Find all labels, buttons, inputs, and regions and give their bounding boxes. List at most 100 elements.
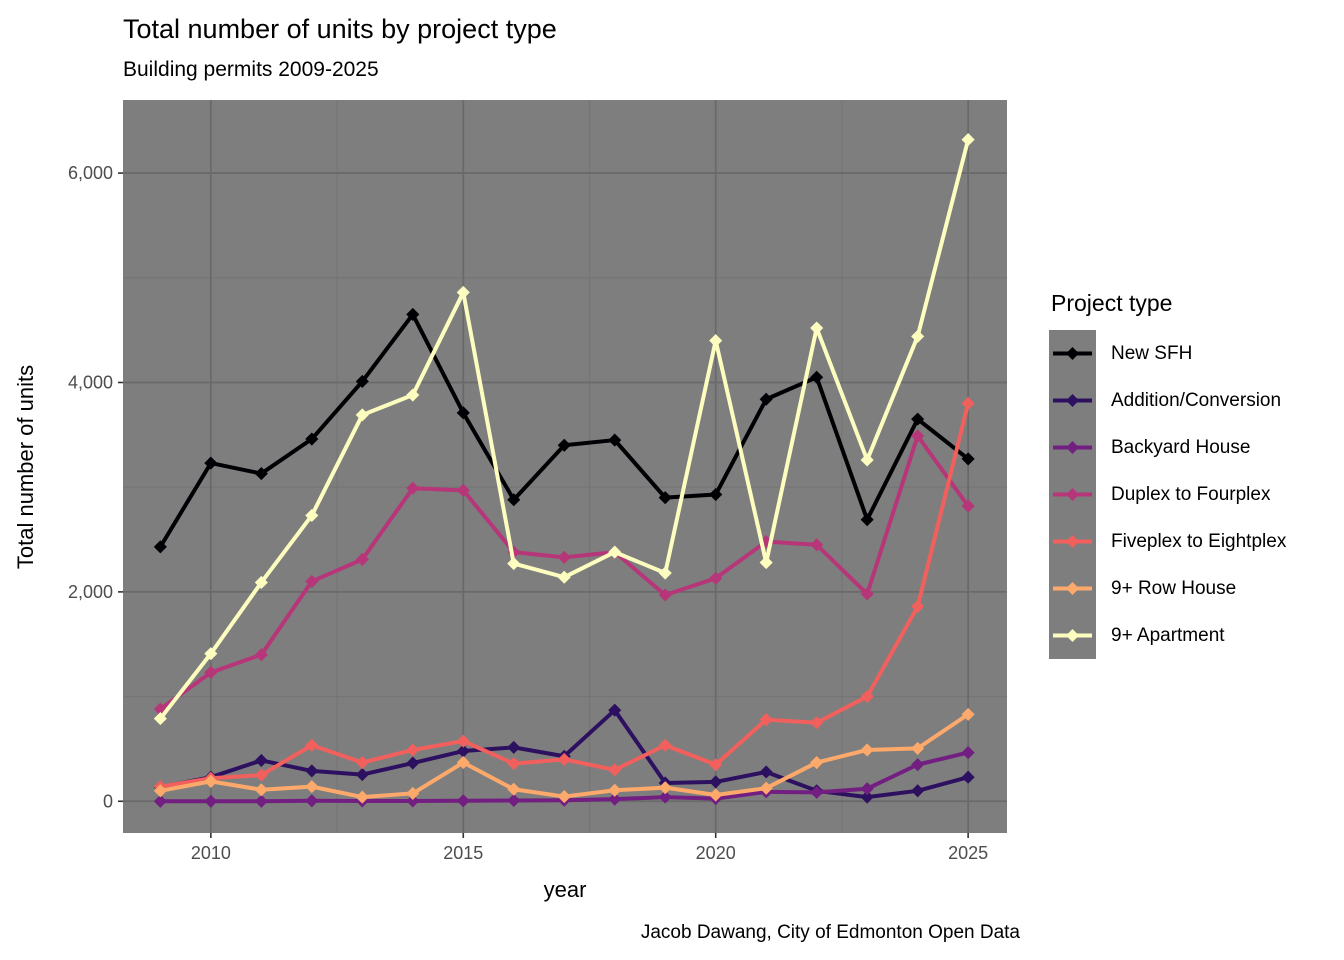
data-point	[709, 758, 723, 772]
data-point	[153, 784, 167, 798]
data-point	[961, 133, 975, 147]
data-point	[153, 794, 167, 808]
data-point	[911, 412, 925, 426]
data-point	[254, 753, 268, 768]
data-point	[254, 467, 268, 481]
data-point	[406, 481, 420, 495]
data-point	[254, 794, 268, 808]
legend-key-glyph-9-apartment	[1049, 612, 1096, 659]
data-point	[507, 782, 521, 796]
y-axis-title: Total number of units	[13, 364, 38, 570]
data-point	[355, 374, 369, 388]
data-point	[254, 783, 268, 797]
data-point	[860, 587, 874, 601]
x-tick-label: 2010	[191, 843, 231, 863]
data-point	[406, 388, 420, 402]
data-point	[759, 556, 773, 570]
data-point	[204, 665, 218, 680]
data-point	[456, 285, 470, 299]
data-point	[810, 370, 824, 384]
data-point	[608, 763, 622, 777]
data-point	[658, 790, 672, 804]
legend-item-duplex-to-fourplex: Duplex to Fourplex	[1049, 471, 1286, 518]
data-point	[456, 794, 470, 808]
data-point	[254, 648, 268, 662]
data-point	[355, 552, 369, 566]
y-tick-label: 4,000	[68, 372, 113, 392]
data-point	[961, 452, 975, 466]
data-point	[911, 784, 925, 798]
legend-swatch-duplex-to-fourplex	[1053, 488, 1092, 501]
series-9-row-house	[153, 707, 975, 804]
data-point	[204, 774, 218, 788]
data-point	[608, 545, 622, 559]
legend-key-glyph-duplex-to-fourplex	[1049, 471, 1096, 518]
chart-subtitle: Building permits 2009-2025	[123, 58, 379, 81]
data-point	[406, 786, 420, 800]
data-point	[355, 768, 369, 782]
data-point	[355, 408, 369, 422]
legend-item-backyard-house: Backyard House	[1049, 424, 1286, 471]
legend-item-new-sfh: New SFH	[1049, 330, 1286, 377]
data-point	[507, 740, 521, 754]
data-point	[153, 540, 167, 554]
series-9-apartment	[153, 133, 975, 726]
legend-keys: New SFH Addition/Conversion Backyard House…	[1049, 330, 1286, 659]
data-point	[860, 690, 874, 704]
data-point	[153, 712, 167, 726]
data-point	[557, 790, 571, 804]
legend-item-9-row-house: 9+ Row House	[1049, 565, 1286, 612]
data-point	[860, 453, 874, 467]
legend-key-glyph-backyard-house	[1049, 424, 1096, 471]
legend-label-9-apartment: 9+ Apartment	[1111, 624, 1225, 646]
legend-point	[1066, 394, 1079, 407]
data-point	[759, 781, 773, 795]
x-tick-label: 2015	[443, 843, 483, 863]
data-point	[810, 538, 824, 552]
data-point	[810, 716, 824, 730]
data-point	[810, 755, 824, 770]
legend-swatch-fiveplex-to-eightplex	[1053, 535, 1092, 548]
axis-ticks	[118, 172, 969, 838]
legend-point	[1066, 535, 1079, 548]
legend-point	[1066, 488, 1079, 501]
data-point	[254, 575, 268, 590]
data-point	[406, 756, 420, 770]
data-point	[305, 780, 319, 794]
data-point	[911, 429, 925, 443]
data-point	[557, 550, 571, 564]
data-point	[557, 570, 571, 584]
data-point	[406, 794, 420, 808]
legend-point	[1066, 347, 1079, 360]
data-point	[860, 790, 874, 804]
data-point	[608, 433, 622, 447]
data-point	[658, 588, 672, 602]
data-point	[911, 741, 925, 755]
chart-caption: Jacob Dawang, City of Edmonton Open Data	[640, 922, 1020, 943]
data-point	[557, 438, 571, 452]
data-point	[507, 793, 521, 807]
legend-key-glyph-9-row-house	[1049, 565, 1096, 612]
data-point	[406, 307, 420, 321]
legend-label-backyard-house: Backyard House	[1111, 436, 1251, 458]
legend-key-glyph-addition-conversion	[1049, 377, 1096, 424]
legend-point	[1066, 441, 1079, 454]
x-axis-title: year	[543, 877, 587, 902]
legend-swatch-9-row-house	[1053, 582, 1092, 595]
legend-swatch-addition-conversion	[1053, 394, 1092, 407]
data-point	[709, 571, 723, 585]
data-point	[810, 785, 824, 799]
legend-label-addition-conversion: Addition/Conversion	[1111, 389, 1282, 411]
series-fiveplex-to-eightplex	[153, 396, 975, 794]
data-point	[204, 794, 218, 808]
data-point	[305, 738, 319, 752]
data-point	[961, 707, 975, 721]
legend-label-duplex-to-fourplex: Duplex to Fourplex	[1111, 483, 1271, 505]
data-point	[911, 758, 925, 772]
data-point	[608, 783, 622, 797]
data-point	[507, 757, 521, 771]
data-point	[507, 493, 521, 507]
data-point	[254, 768, 268, 782]
data-point	[456, 483, 470, 497]
